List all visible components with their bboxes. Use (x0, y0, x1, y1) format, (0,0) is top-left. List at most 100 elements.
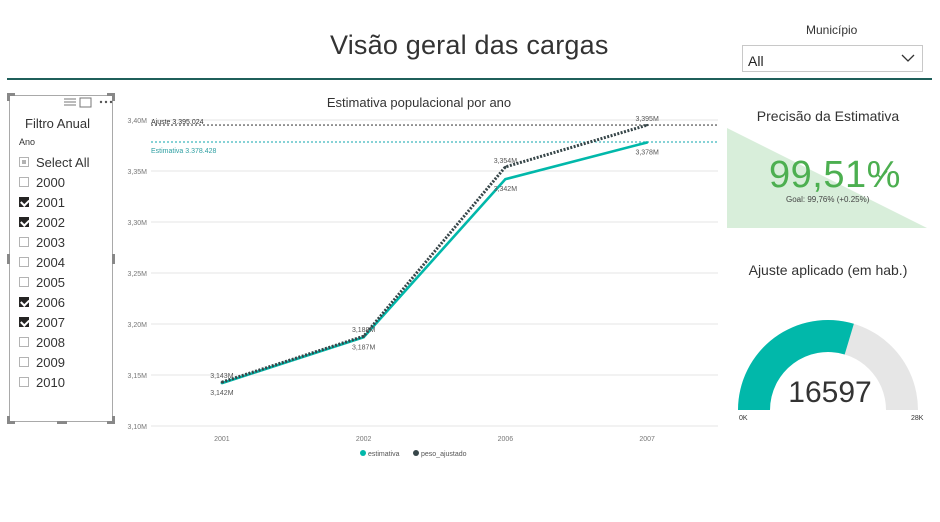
y-tick-label: 3,25M (128, 271, 148, 278)
kpi-goal: Goal: 99,76% (+0.25%) (786, 195, 870, 204)
reference-line-label: Ajuste 3.395.024 (151, 119, 204, 126)
y-tick-label: 3,35M (128, 169, 148, 176)
kpi-trend-area (727, 128, 927, 228)
y-tick-label: 3,40M (128, 118, 148, 125)
slicer-option-2005[interactable]: 2005 (19, 272, 89, 292)
gauge-value: 16597 (788, 376, 872, 409)
resize-handle[interactable] (107, 416, 115, 424)
slicer-option-2000[interactable]: 2000 (19, 172, 89, 192)
slicer-option-2010[interactable]: 2010 (19, 372, 89, 392)
resize-handle[interactable] (112, 254, 115, 264)
population-line-chart[interactable]: 3,10M 3,15M 3,20M 3,25M 3,30M 3,35M 3,40M 2001 2… (115, 108, 720, 468)
data-label: 3,342M (494, 186, 518, 193)
checkbox[interactable] (19, 297, 29, 307)
data-label: 3,143M (210, 373, 234, 380)
title-divider (7, 78, 932, 80)
more-options-icon[interactable] (99, 100, 113, 104)
legend-label: peso_ajustado (421, 451, 467, 458)
series-line-estimativa (221, 141, 648, 385)
slicer-option-2001[interactable]: 2001 (19, 192, 89, 212)
checkbox[interactable] (19, 377, 29, 387)
data-label: 3,378M (635, 149, 659, 156)
municipio-label: Município (806, 23, 858, 37)
page-title: Visão geral das cargas (330, 30, 609, 60)
slicer-option-label: 2002 (36, 214, 65, 230)
slicer-option-list: Select All 2000 2001 2002 2003 2004 2005… (19, 152, 89, 392)
slicer-option-label: 2003 (36, 234, 65, 250)
slicer-option-label: 2004 (36, 254, 65, 270)
slicer-option-2007[interactable]: 2007 (19, 312, 89, 332)
visual-header (64, 97, 113, 108)
slicer-option-2004[interactable]: 2004 (19, 252, 89, 272)
checkbox[interactable] (19, 177, 29, 187)
data-point (220, 380, 224, 384)
data-label: 3,188M (352, 327, 376, 334)
gauge-title: Ajuste aplicado (em hab.) (748, 262, 908, 278)
checkbox[interactable] (19, 317, 29, 327)
slicer-field-label: Ano (19, 137, 36, 147)
slicer-option-label: Select All (36, 154, 90, 170)
legend-label: estimativa (368, 451, 400, 458)
reference-line-label: Estimativa 3.378.428 (151, 148, 216, 155)
slicer-option-label: 2010 (36, 374, 65, 390)
checkbox[interactable] (19, 157, 29, 167)
year-slicer: Filtro Anual Ano Select All 2000 2001 20… (7, 93, 115, 424)
gauge-fill (738, 320, 854, 410)
slicer-option-label: 2001 (36, 194, 65, 210)
data-point (645, 123, 649, 127)
y-tick-label: 3,30M (128, 220, 148, 227)
resize-handle[interactable] (57, 421, 67, 424)
drag-handle-icon[interactable] (64, 98, 76, 106)
y-tick-label: 3,10M (128, 424, 148, 431)
slicer-option-label: 2007 (36, 314, 65, 330)
y-tick-label: 3,15M (128, 373, 148, 380)
slicer-option-2008[interactable]: 2008 (19, 332, 89, 352)
focus-mode-icon[interactable] (79, 97, 92, 108)
chart-title: Estimativa populacional por ano (326, 95, 512, 110)
kpi-title: Precisão da Estimativa (756, 108, 900, 124)
slicer-title: Filtro Anual (25, 116, 91, 131)
x-tick-label: 2006 (498, 436, 514, 443)
municipio-selected-value: All (748, 53, 764, 69)
data-label: 3,142M (210, 390, 234, 397)
slicer-option-2003[interactable]: 2003 (19, 232, 89, 252)
chevron-down-icon[interactable] (900, 52, 916, 64)
data-label: 3,187M (352, 344, 376, 351)
x-tick-label: 2002 (356, 436, 372, 443)
legend-marker (360, 450, 366, 456)
municipio-dropdown[interactable]: All (742, 45, 923, 72)
checkbox[interactable] (19, 237, 29, 247)
checkbox[interactable] (19, 257, 29, 267)
gauge-min-label: 0K (739, 415, 748, 422)
slicer-option-2006[interactable]: 2006 (19, 292, 89, 312)
slicer-option-label: 2000 (36, 174, 65, 190)
resize-handle[interactable] (107, 93, 115, 101)
check-icon (876, 170, 888, 180)
slicer-option-label: 2005 (36, 274, 65, 290)
data-label: 3,354M (494, 158, 518, 165)
data-label: 3,395M (635, 116, 659, 123)
data-point (504, 165, 507, 169)
checkbox[interactable] (19, 217, 29, 227)
resize-handle[interactable] (7, 416, 15, 424)
slicer-option-2002[interactable]: 2002 (19, 212, 89, 232)
gauge-max-label: 28K (911, 415, 924, 422)
resize-handle[interactable] (7, 254, 10, 264)
checkbox[interactable] (19, 337, 29, 347)
adjustment-gauge[interactable] (728, 300, 928, 415)
data-point (504, 177, 507, 181)
slicer-option-2009[interactable]: 2009 (19, 352, 89, 372)
slicer-option-label: 2008 (36, 334, 65, 350)
resize-handle[interactable] (7, 93, 15, 101)
slicer-option-label: 2009 (36, 354, 65, 370)
y-tick-label: 3,20M (128, 322, 148, 329)
data-point (645, 141, 649, 144)
legend-marker (413, 450, 419, 456)
slicer-option-select-all[interactable]: Select All (19, 152, 89, 172)
checkbox[interactable] (19, 357, 29, 367)
data-point (362, 335, 365, 338)
slicer-option-label: 2006 (36, 294, 65, 310)
x-tick-label: 2001 (214, 436, 230, 443)
checkbox[interactable] (19, 277, 29, 287)
checkbox[interactable] (19, 197, 29, 207)
